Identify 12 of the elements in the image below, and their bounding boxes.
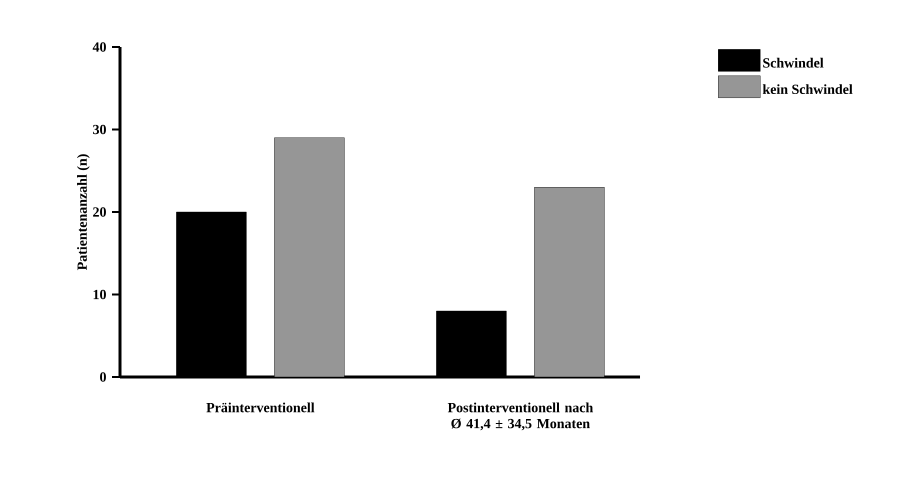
x-tick-label: Präinterventionell <box>206 402 314 412</box>
legend-label: Schwindel <box>763 58 824 68</box>
legend-label: kein Schwindel <box>762 84 853 94</box>
y-tick-label: 20 <box>93 207 106 217</box>
bar <box>274 138 345 377</box>
x-tick-label: Postinterventionell nach Ø 41,4 ± 34,5 Monaten <box>448 402 594 430</box>
y-tick-label: 10 <box>94 290 106 300</box>
y-axis-title: Patientenanzahl (n) <box>77 154 90 270</box>
y-tick-label: 30 <box>93 124 106 134</box>
y-tick-label: 40 <box>92 42 106 52</box>
y-tick-label: 0 <box>100 372 106 382</box>
bar <box>534 187 605 377</box>
